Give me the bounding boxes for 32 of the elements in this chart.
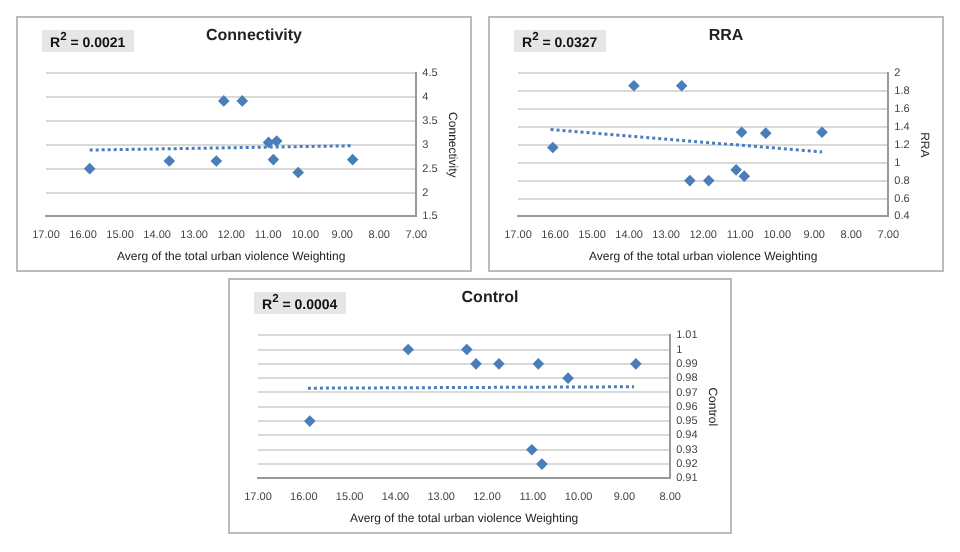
point: [236, 95, 248, 107]
point: [628, 80, 640, 92]
point: [676, 80, 688, 92]
point: [163, 155, 175, 167]
chart-title: RRA: [708, 26, 744, 45]
point: [292, 167, 304, 178]
chart-title: Connectivity: [205, 26, 304, 45]
point: [210, 155, 222, 167]
point: [816, 126, 828, 138]
point: [402, 344, 414, 355]
point: [738, 170, 750, 182]
point: [703, 175, 715, 186]
point: [461, 344, 473, 355]
point: [347, 154, 359, 165]
point: [304, 415, 316, 427]
point: [267, 154, 279, 165]
point: [271, 135, 283, 147]
point: [547, 142, 559, 153]
point: [493, 358, 505, 370]
point: [736, 126, 748, 138]
point: [470, 358, 482, 370]
point: [760, 127, 772, 139]
point: [630, 358, 642, 370]
point: [684, 175, 696, 186]
point: [84, 163, 96, 175]
point: [526, 444, 538, 456]
point: [218, 95, 230, 107]
point: [730, 164, 742, 176]
point: [536, 458, 548, 470]
chart-title: Control: [461, 288, 519, 307]
point: [532, 358, 544, 370]
point: [562, 372, 574, 384]
